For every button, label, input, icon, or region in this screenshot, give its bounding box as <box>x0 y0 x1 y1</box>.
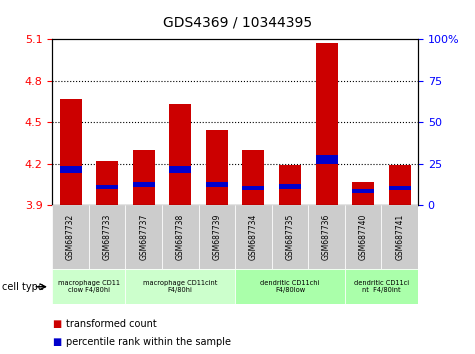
Bar <box>279 165 301 205</box>
Bar <box>96 184 118 189</box>
Bar <box>59 98 82 205</box>
Text: GSM687741: GSM687741 <box>395 214 404 260</box>
Text: GSM687735: GSM687735 <box>285 214 294 261</box>
Text: cell type: cell type <box>2 282 44 292</box>
Text: ■: ■ <box>52 319 61 329</box>
Text: GSM687737: GSM687737 <box>139 214 148 261</box>
Bar <box>133 150 155 205</box>
Bar <box>279 184 301 189</box>
Bar <box>206 182 228 187</box>
FancyBboxPatch shape <box>52 269 125 304</box>
Text: GSM687736: GSM687736 <box>322 214 331 261</box>
Bar <box>133 182 155 187</box>
FancyBboxPatch shape <box>52 205 89 269</box>
FancyBboxPatch shape <box>345 205 381 269</box>
Text: percentile rank within the sample: percentile rank within the sample <box>66 337 231 347</box>
FancyBboxPatch shape <box>235 205 272 269</box>
Text: GSM687740: GSM687740 <box>359 214 368 261</box>
Text: GSM687733: GSM687733 <box>103 214 112 261</box>
FancyBboxPatch shape <box>125 269 235 304</box>
Text: GSM687732: GSM687732 <box>66 214 75 260</box>
Text: macrophage CD11cint
F4/80hi: macrophage CD11cint F4/80hi <box>143 280 218 293</box>
FancyBboxPatch shape <box>199 205 235 269</box>
Bar <box>389 186 411 190</box>
Bar <box>242 186 265 190</box>
Text: dendritic CD11ci
nt  F4/80int: dendritic CD11ci nt F4/80int <box>354 280 409 293</box>
Bar <box>315 43 338 205</box>
Text: dendritic CD11chi
F4/80low: dendritic CD11chi F4/80low <box>260 280 320 293</box>
Bar <box>352 182 374 205</box>
FancyBboxPatch shape <box>272 205 308 269</box>
FancyBboxPatch shape <box>125 205 162 269</box>
Text: GDS4369 / 10344395: GDS4369 / 10344395 <box>163 16 312 30</box>
Bar <box>315 155 338 164</box>
FancyBboxPatch shape <box>235 269 345 304</box>
Bar <box>169 104 191 205</box>
Text: ■: ■ <box>52 337 61 347</box>
FancyBboxPatch shape <box>345 269 418 304</box>
Bar <box>59 166 82 173</box>
FancyBboxPatch shape <box>308 205 345 269</box>
Bar <box>206 130 228 205</box>
Bar <box>96 161 118 205</box>
FancyBboxPatch shape <box>381 205 418 269</box>
FancyBboxPatch shape <box>162 205 199 269</box>
Text: GSM687738: GSM687738 <box>176 214 185 260</box>
Text: transformed count: transformed count <box>66 319 157 329</box>
Bar <box>242 150 265 205</box>
Bar <box>389 165 411 205</box>
FancyBboxPatch shape <box>89 205 125 269</box>
Text: macrophage CD11
clow F4/80hi: macrophage CD11 clow F4/80hi <box>58 280 120 293</box>
Bar <box>169 166 191 173</box>
Text: GSM687734: GSM687734 <box>249 214 258 261</box>
Bar <box>352 189 374 193</box>
Text: GSM687739: GSM687739 <box>212 214 221 261</box>
